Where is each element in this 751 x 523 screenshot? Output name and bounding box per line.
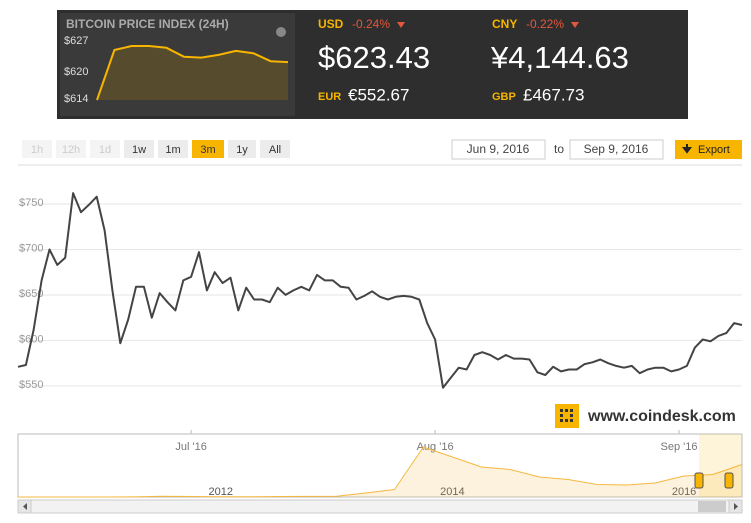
usd-price: $623.43 [318, 40, 430, 75]
range-label: 1d [99, 144, 111, 156]
area-line [96, 45, 289, 101]
range-button[interactable] [260, 140, 290, 158]
watermark: www.coindesk.com [555, 404, 736, 428]
date-from[interactable] [451, 139, 546, 160]
x-tick-label: 2014 [440, 486, 464, 498]
export-text: Export [698, 144, 730, 156]
down-arrow [397, 22, 405, 28]
range-button [56, 140, 86, 158]
cny-price: ¥4,144.63 [490, 40, 629, 75]
scroll-thumb[interactable] [698, 501, 726, 512]
range-label: 1y [236, 144, 248, 156]
export-icon [682, 144, 692, 154]
eur-price: €552.67 [348, 85, 409, 104]
logo [555, 404, 579, 428]
area-fill [18, 447, 742, 497]
date-from-text: Jun 9, 2016 [467, 142, 530, 156]
usd-change: -0.24% [352, 17, 390, 31]
cny-change: -0.22% [526, 17, 564, 31]
mini-chart-panel [60, 13, 295, 116]
down-arrow [571, 22, 579, 28]
y-tick-label: $620 [64, 66, 88, 78]
export-button[interactable] [675, 140, 742, 159]
range-button[interactable] [228, 140, 256, 158]
range-button[interactable] [158, 140, 188, 158]
price-line [17, 192, 743, 389]
range-label: All [269, 144, 281, 156]
range-label: 1w [132, 144, 146, 156]
range-button[interactable] [124, 140, 154, 158]
navigator-selection [699, 434, 742, 497]
eur-label: EUR [318, 91, 341, 103]
range-label: 1h [31, 144, 43, 156]
navigator-handle[interactable] [724, 472, 734, 489]
range-button [90, 140, 120, 158]
y-tick-label: $650 [19, 288, 43, 300]
range-label: 1m [165, 144, 180, 156]
y-tick-label: $627 [64, 35, 88, 47]
area-line [18, 446, 743, 498]
range-label: 3m [200, 144, 215, 156]
navigator-frame [17, 433, 743, 498]
range-label: 12h [62, 144, 80, 156]
x-tick-label: Jul '16 [175, 441, 206, 453]
date-to[interactable] [569, 139, 664, 160]
header-title: BITCOIN PRICE INDEX (24H) [66, 17, 229, 31]
x-tick-label: Aug '16 [417, 441, 454, 453]
gbp-price: £467.73 [523, 85, 584, 104]
x-tick-label: Sep '16 [661, 441, 698, 453]
y-tick-label: $750 [19, 197, 43, 209]
y-tick-label: $700 [19, 242, 43, 254]
usd-label: USD [318, 17, 344, 31]
gbp-label: GBP [492, 91, 516, 103]
range-button[interactable] [192, 140, 224, 158]
x-tick-label: 2012 [208, 486, 232, 498]
logo-mark [560, 409, 573, 422]
x-tick-label: 2016 [672, 486, 696, 498]
info-icon[interactable] [276, 27, 286, 37]
scrollbar[interactable] [17, 499, 743, 514]
cny-label: CNY [492, 17, 517, 31]
navigator-handle[interactable] [694, 472, 704, 489]
y-tick-label: $614 [64, 93, 88, 105]
y-tick-label: $550 [19, 379, 43, 391]
area-fill [97, 46, 288, 100]
range-button [22, 140, 52, 158]
date-to-text: Sep 9, 2016 [584, 142, 649, 156]
watermark-text: www.coindesk.com [587, 408, 736, 425]
date-to-label: to [554, 142, 564, 156]
